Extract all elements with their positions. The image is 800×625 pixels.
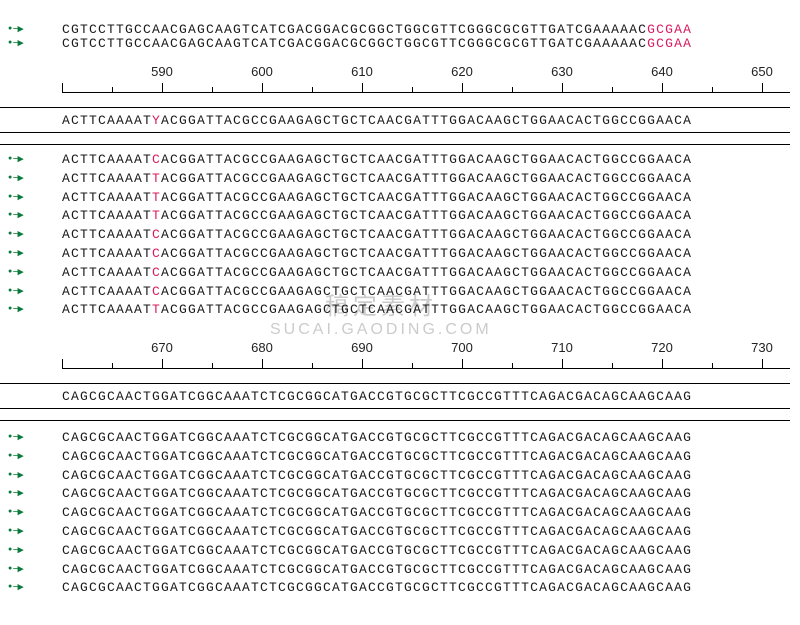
mutation-base: C [152, 227, 161, 242]
mutation-base: T [152, 190, 161, 205]
direction-arrow-icon [8, 562, 21, 576]
direction-arrow-icon [8, 152, 21, 166]
ruler-number: 720 [651, 340, 673, 355]
direction-arrow-icon [8, 486, 21, 500]
ruler-number: 690 [351, 340, 373, 355]
divider-line [0, 383, 790, 384]
ruler-number: 600 [251, 64, 273, 79]
sequence-row: CAGCGCAACTGGATCGGCAAATCTCGCGGCATGACCGTGC… [62, 449, 692, 464]
ruler-number: 610 [351, 64, 373, 79]
direction-arrow-icon [8, 505, 21, 519]
sequence-row: CAGCGCAACTGGATCGGCAAATCTCGCGGCATGACCGTGC… [62, 543, 692, 558]
direction-arrow-icon [8, 524, 21, 538]
position-ruler: 590 600 610 620 630 640 650 [62, 64, 790, 96]
sequence-row: CGTCCTTGCCAACGAGCAAGTCATCGACGGACGCGGCTGG… [62, 36, 692, 51]
ruler-number: 650 [751, 64, 773, 79]
direction-arrow-icon [8, 190, 21, 204]
mutation-base: T [152, 302, 161, 317]
mutation-base: C [152, 152, 161, 167]
sequence-row: ACTTCAAAATCACGGATTACGCCGAAGAGCTGCTCAACGA… [62, 152, 692, 167]
divider-line [0, 408, 790, 409]
direction-arrow-icon [8, 22, 21, 36]
ruler-number: 680 [251, 340, 273, 355]
ruler-number: 700 [451, 340, 473, 355]
sequence-row: CAGCGCAACTGGATCGGCAAATCTCGCGGCATGACCGTGC… [62, 430, 692, 445]
direction-arrow-icon [8, 246, 21, 260]
direction-arrow-icon [8, 227, 21, 241]
wm-text-bottom: SUCAI.GAODING.COM [270, 321, 492, 339]
sequence-row: CAGCGCAACTGGATCGGCAAATCTCGCGGCATGACCGTGC… [62, 486, 692, 501]
direction-arrow-icon [8, 468, 21, 482]
mutation-base: T [152, 208, 161, 223]
divider-line [0, 107, 790, 108]
sequence-row: ACTTCAAAATTACGGATTACGCCGAAGAGCTGCTCAACGA… [62, 302, 692, 317]
sequence-row: ACTTCAAAATTACGGATTACGCCGAAGAGCTGCTCAACGA… [62, 208, 692, 223]
mutation-base: C [152, 284, 161, 299]
sequence-row: ACTTCAAAATTACGGATTACGCCGAAGAGCTGCTCAACGA… [62, 171, 692, 186]
mutation-base: T [152, 171, 161, 186]
sequence-row: ACTTCAAAATCACGGATTACGCCGAAGAGCTGCTCAACGA… [62, 227, 692, 242]
direction-arrow-icon [8, 580, 21, 594]
direction-arrow-icon [8, 208, 21, 222]
divider-line [0, 144, 790, 145]
direction-arrow-icon [8, 302, 21, 316]
sequence-row: CAGCGCAACTGGATCGGCAAATCTCGCGGCATGACCGTGC… [62, 389, 692, 404]
mutation-base: Y [152, 113, 161, 128]
mutation-base: GCGAA [647, 36, 692, 51]
direction-arrow-icon [8, 449, 21, 463]
sequence-row: CAGCGCAACTGGATCGGCAAATCTCGCGGCATGACCGTGC… [62, 468, 692, 483]
ruler-number: 590 [151, 64, 173, 79]
mutation-base: GCGAA [647, 22, 692, 37]
sequence-row: CAGCGCAACTGGATCGGCAAATCTCGCGGCATGACCGTGC… [62, 562, 692, 577]
position-ruler: 670 680 690 700 710 720 730 [62, 340, 790, 372]
direction-arrow-icon [8, 265, 21, 279]
ruler-number: 710 [551, 340, 573, 355]
mutation-base: C [152, 265, 161, 280]
ruler-number: 630 [551, 64, 573, 79]
sequence-row: ACTTCAAAATCACGGATTACGCCGAAGAGCTGCTCAACGA… [62, 265, 692, 280]
mutation-base: C [152, 246, 161, 261]
ruler-number: 670 [151, 340, 173, 355]
sequence-row: CAGCGCAACTGGATCGGCAAATCTCGCGGCATGACCGTGC… [62, 580, 692, 595]
sequence-row: CAGCGCAACTGGATCGGCAAATCTCGCGGCATGACCGTGC… [62, 524, 692, 539]
ruler-number: 620 [451, 64, 473, 79]
direction-arrow-icon [8, 284, 21, 298]
ruler-number: 730 [751, 340, 773, 355]
direction-arrow-icon [8, 543, 21, 557]
direction-arrow-icon [8, 171, 21, 185]
sequence-row: CGTCCTTGCCAACGAGCAAGTCATCGACGGACGCGGCTGG… [62, 22, 692, 37]
ruler-number: 640 [651, 64, 673, 79]
sequence-row: CAGCGCAACTGGATCGGCAAATCTCGCGGCATGACCGTGC… [62, 505, 692, 520]
direction-arrow-icon [8, 36, 21, 50]
divider-line [0, 420, 790, 421]
sequence-row: ACTTCAAAATCACGGATTACGCCGAAGAGCTGCTCAACGA… [62, 246, 692, 261]
sequence-row: ACTTCAAAATTACGGATTACGCCGAAGAGCTGCTCAACGA… [62, 190, 692, 205]
divider-line [0, 132, 790, 133]
sequence-row: ACTTCAAAATYACGGATTACGCCGAAGAGCTGCTCAACGA… [62, 113, 692, 128]
sequence-row: ACTTCAAAATCACGGATTACGCCGAAGAGCTGCTCAACGA… [62, 284, 692, 299]
direction-arrow-icon [8, 430, 21, 444]
